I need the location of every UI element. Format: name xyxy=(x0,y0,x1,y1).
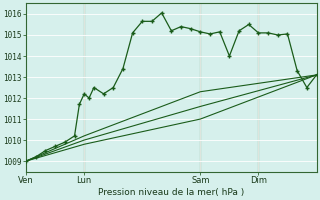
X-axis label: Pression niveau de la mer( hPa ): Pression niveau de la mer( hPa ) xyxy=(98,188,244,197)
